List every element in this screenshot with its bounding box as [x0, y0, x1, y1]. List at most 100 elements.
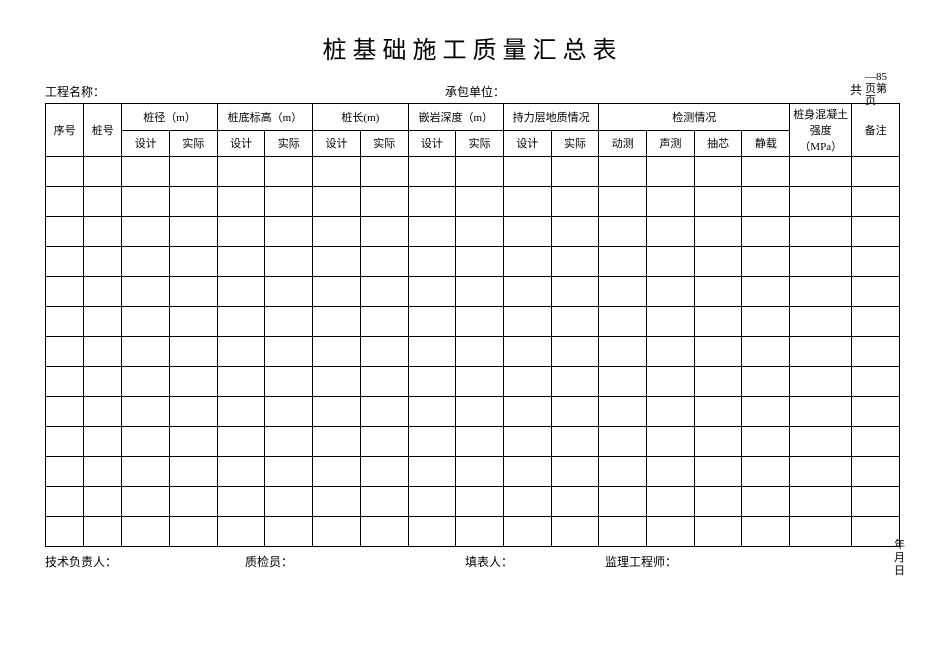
table-cell: [503, 187, 551, 217]
table-cell: [217, 337, 265, 367]
table-cell: [265, 397, 313, 427]
table-cell: [694, 487, 742, 517]
col-seq: 序号: [46, 104, 84, 157]
col-insp-core: 抽芯: [694, 130, 742, 157]
table-cell: [852, 397, 900, 427]
table-cell: [599, 487, 647, 517]
table-cell: [313, 487, 361, 517]
quality-table: 序号 桩号 桩径（m） 桩底标高（m） 桩长(m) 嵌岩深度（m） 持力层地质情…: [45, 103, 900, 547]
table-cell: [122, 217, 170, 247]
table-cell: [790, 157, 852, 187]
table-cell: [694, 397, 742, 427]
header-row-1: 序号 桩号 桩径（m） 桩底标高（m） 桩长(m) 嵌岩深度（m） 持力层地质情…: [46, 104, 900, 131]
table-cell: [313, 187, 361, 217]
table-cell: [265, 157, 313, 187]
table-cell: [313, 517, 361, 547]
table-cell: [170, 367, 218, 397]
table-cell: [694, 457, 742, 487]
table-cell: [551, 337, 599, 367]
table-cell: [742, 517, 790, 547]
table-cell: [46, 277, 84, 307]
table-cell: [551, 307, 599, 337]
table-cell: [170, 397, 218, 427]
table-cell: [122, 187, 170, 217]
table-cell: [408, 397, 456, 427]
preparer-label: 填表人：: [465, 553, 513, 570]
table-cell: [694, 367, 742, 397]
table-cell: [456, 457, 504, 487]
table-cell: [84, 247, 122, 277]
table-cell: [313, 277, 361, 307]
table-cell: [360, 457, 408, 487]
table-row: [46, 157, 900, 187]
table-cell: [217, 457, 265, 487]
table-cell: [265, 517, 313, 547]
col-inspection: 检测情况: [599, 104, 790, 131]
table-cell: [647, 307, 695, 337]
table-cell: [790, 247, 852, 277]
table-cell: [217, 307, 265, 337]
table-cell: [599, 337, 647, 367]
table-row: [46, 517, 900, 547]
table-cell: [790, 277, 852, 307]
table-cell: [852, 157, 900, 187]
table-cell: [217, 397, 265, 427]
table-cell: [122, 427, 170, 457]
table-row: [46, 487, 900, 517]
tech-lead-label: 技术负责人：: [45, 553, 117, 570]
table-cell: [852, 187, 900, 217]
table-cell: [852, 367, 900, 397]
table-cell: [170, 157, 218, 187]
table-cell: [647, 427, 695, 457]
table-cell: [408, 217, 456, 247]
table-cell: [551, 247, 599, 277]
table-cell: [360, 217, 408, 247]
table-cell: [122, 247, 170, 277]
table-cell: [790, 517, 852, 547]
table-cell: [599, 307, 647, 337]
table-cell: [84, 307, 122, 337]
col-bottom-elev: 桩底标高（m）: [217, 104, 312, 131]
footer-row: 技术负责人： 质检员： 填表人： 监理工程师： 年 月 日: [45, 553, 900, 583]
table-cell: [852, 247, 900, 277]
table-cell: [551, 397, 599, 427]
table-cell: [647, 217, 695, 247]
table-cell: [408, 277, 456, 307]
table-cell: [742, 397, 790, 427]
table-cell: [84, 337, 122, 367]
table-cell: [170, 487, 218, 517]
table-cell: [170, 517, 218, 547]
table-cell: [694, 247, 742, 277]
table-cell: [265, 337, 313, 367]
table-cell: [313, 457, 361, 487]
table-cell: [742, 187, 790, 217]
table-cell: [122, 337, 170, 367]
table-cell: [647, 397, 695, 427]
table-cell: [852, 307, 900, 337]
table-cell: [599, 517, 647, 547]
table-cell: [551, 457, 599, 487]
table-row: [46, 427, 900, 457]
table-cell: [265, 187, 313, 217]
table-cell: [742, 367, 790, 397]
col-diam-design: 设计: [122, 130, 170, 157]
col-len-design: 设计: [313, 130, 361, 157]
table-cell: [46, 427, 84, 457]
table-cell: [790, 487, 852, 517]
col-insp-sonic: 声测: [647, 130, 695, 157]
col-elev-actual: 实际: [265, 130, 313, 157]
table-cell: [265, 487, 313, 517]
table-cell: [503, 397, 551, 427]
table-cell: [313, 247, 361, 277]
col-insp-static: 静载: [742, 130, 790, 157]
table-cell: [503, 157, 551, 187]
table-cell: [551, 367, 599, 397]
table-cell: [456, 277, 504, 307]
table-cell: [790, 397, 852, 427]
col-concrete: 桩身混凝土强度（MPa）: [790, 104, 852, 157]
table-cell: [551, 427, 599, 457]
table-cell: [170, 187, 218, 217]
table-cell: [217, 367, 265, 397]
table-cell: [265, 367, 313, 397]
table-cell: [313, 157, 361, 187]
